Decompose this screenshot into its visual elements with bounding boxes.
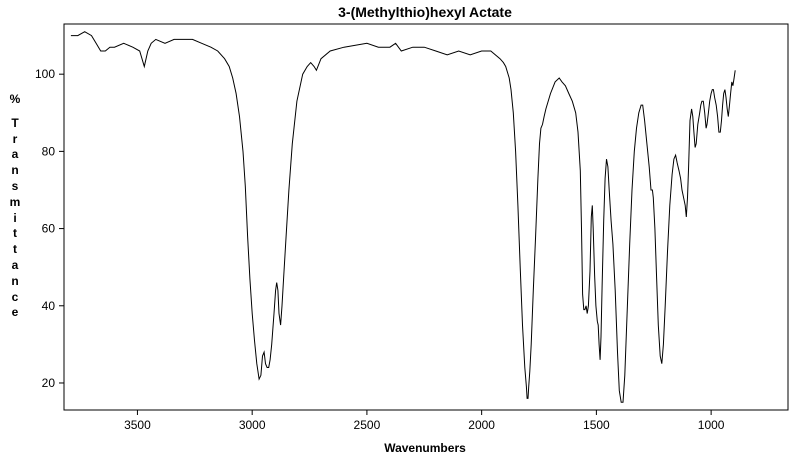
x-tick-label: 3500 [124, 418, 151, 432]
x-tick-label: 2500 [354, 418, 381, 432]
x-axis: 3500 3000 2500 2000 1500 1000 [124, 410, 725, 432]
y-tick-label: 20 [42, 376, 56, 390]
y-tick-label: 60 [42, 222, 56, 236]
y-tick-label: 40 [42, 299, 56, 313]
y-tick-label: 100 [35, 67, 55, 81]
plot-frame [63, 23, 789, 411]
y-tick-label: 80 [42, 144, 56, 158]
x-tick-label: 1000 [698, 418, 725, 432]
transmittance-series-line [70, 31, 736, 403]
x-axis-label: Wavenumbers [384, 441, 466, 455]
x-tick-label: 3000 [239, 418, 266, 432]
x-tick-label: 1500 [583, 418, 610, 432]
x-tick-label: 2000 [468, 418, 495, 432]
chart-title: 3-(Methylthio)hexyl Actate [338, 4, 512, 20]
y-axis: 20 40 60 80 100 [35, 67, 64, 390]
